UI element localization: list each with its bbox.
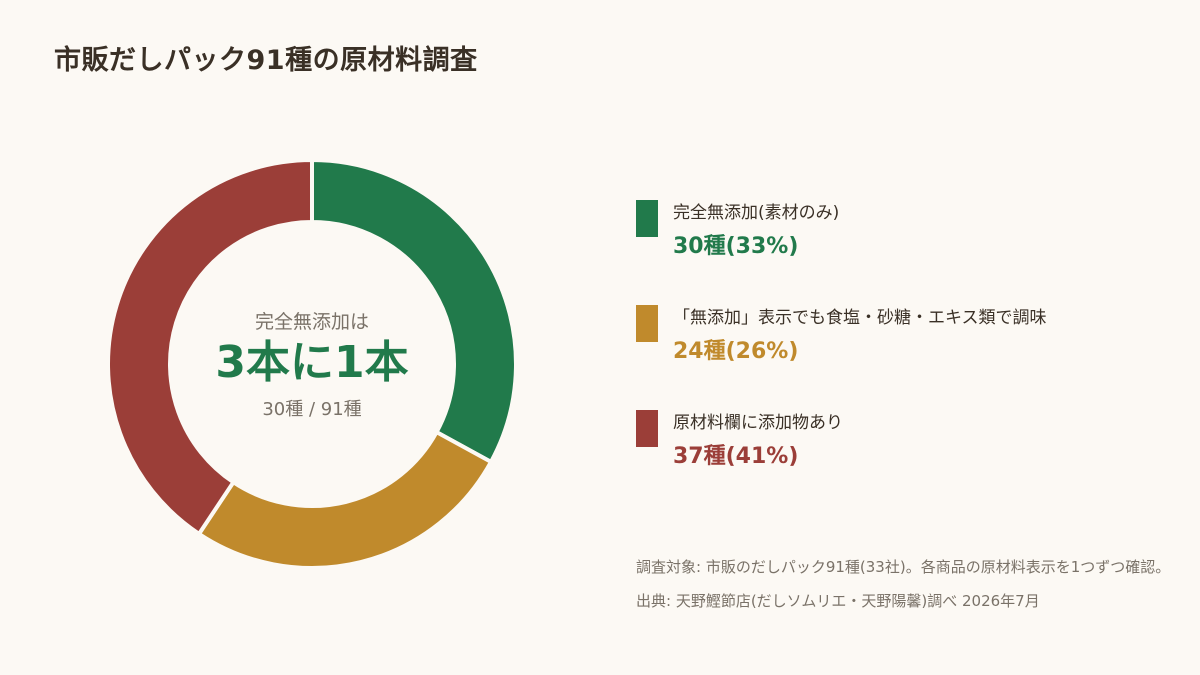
legend-value: 30種(33%) — [673, 234, 799, 259]
legend-label: 「無添加」表示でも食塩・砂糖・エキス類で調味 — [673, 308, 1047, 328]
legend-item-additive-free: 完全無添加(素材のみ) 30種(33%) — [636, 196, 1196, 301]
donut-slice-with-additives — [107, 159, 314, 537]
legend-swatch — [636, 305, 658, 342]
legend-item-seasoned: 「無添加」表示でも食塩・砂糖・エキス類で調味 24種(26%) — [636, 301, 1196, 406]
source-note: 出典: 天野鰹節店(だしソムリエ・天野陽馨)調べ 2026年7月 — [636, 592, 1040, 610]
legend-value: 37種(41%) — [673, 444, 799, 469]
legend-item-with-additives: 原材料欄に添加物あり 37種(41%) — [636, 406, 1196, 511]
legend-swatch — [636, 200, 658, 237]
legend-label: 完全無添加(素材のみ) — [673, 203, 840, 223]
legend: 完全無添加(素材のみ) 30種(33%) 「無添加」表示でも食塩・砂糖・エキス類… — [636, 196, 1196, 511]
page-title: 市販だしパック91種の原材料調査 — [54, 45, 478, 76]
legend-swatch — [636, 410, 658, 447]
donut-chart — [107, 159, 517, 569]
donut-slice-additive-free — [310, 159, 517, 465]
donut-slice-seasoned — [196, 429, 494, 569]
legend-label: 原材料欄に添加物あり — [673, 413, 843, 433]
legend-value: 24種(26%) — [673, 339, 799, 364]
survey-note: 調査対象: 市販のだしパック91種(33社)。各商品の原材料表示を1つずつ確認。 — [636, 558, 1171, 576]
